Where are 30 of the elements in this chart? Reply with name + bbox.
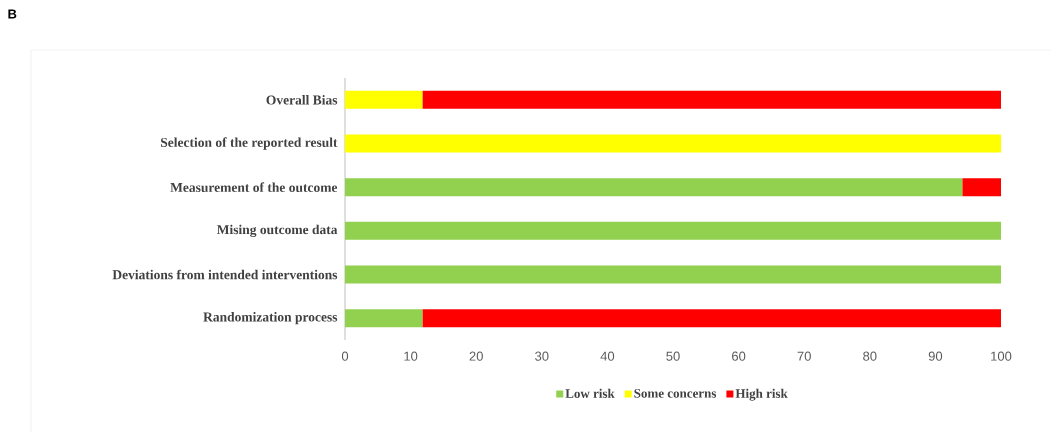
legend-label: High risk xyxy=(735,388,788,401)
y-tick-label: Overall Bias xyxy=(266,95,338,105)
x-tick-label: 20 xyxy=(469,351,483,361)
bar xyxy=(345,221,1002,240)
text: B xyxy=(8,9,17,19)
x-tick-label: 70 xyxy=(797,351,811,361)
bar xyxy=(345,90,423,109)
x-tick-label: 90 xyxy=(928,351,943,361)
x-tick-label: 80 xyxy=(863,351,877,361)
y-tick-label: Measurement of the outcome xyxy=(170,182,338,193)
x-tick-label: 10 xyxy=(404,351,418,361)
y-tick-label: Randomization process xyxy=(203,312,338,325)
legend-label: Some concerns xyxy=(634,388,717,398)
bar xyxy=(422,309,1002,328)
bar xyxy=(962,178,1002,197)
x-tick-label: 60 xyxy=(732,351,746,361)
x-tick-label: 30 xyxy=(535,351,549,361)
x-tick-label: 50 xyxy=(666,351,680,361)
bar xyxy=(345,309,423,328)
bar xyxy=(345,178,963,197)
y-tick-label: Deviations from intended interventions xyxy=(112,269,338,280)
legend-label: Low risk xyxy=(565,388,615,398)
x-tick-label: 40 xyxy=(600,351,615,361)
bar xyxy=(422,90,1002,109)
bar xyxy=(345,134,1002,153)
y-tick-label: Mising outcome data xyxy=(216,224,338,238)
x-tick-label: 100 xyxy=(991,351,1012,361)
x-tick-label: 0 xyxy=(341,351,349,361)
y-tick-label: Selection of the reported result xyxy=(160,137,338,150)
bar xyxy=(345,265,1002,284)
